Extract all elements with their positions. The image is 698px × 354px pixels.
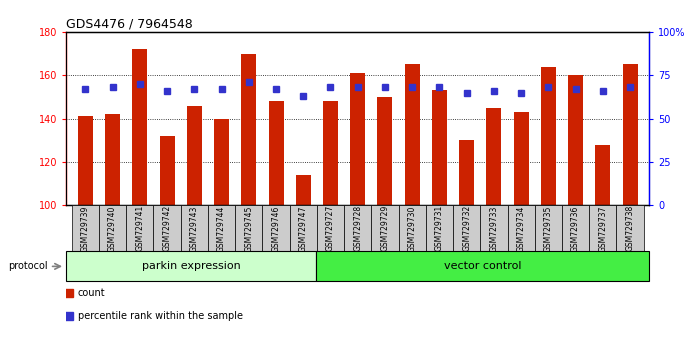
Bar <box>296 175 311 205</box>
Bar <box>541 67 556 205</box>
FancyBboxPatch shape <box>208 205 235 251</box>
FancyBboxPatch shape <box>66 251 316 281</box>
Bar <box>269 101 283 205</box>
FancyBboxPatch shape <box>535 205 562 251</box>
FancyBboxPatch shape <box>453 205 480 251</box>
Text: GSM729737: GSM729737 <box>598 205 607 252</box>
Text: GSM729747: GSM729747 <box>299 205 308 252</box>
Bar <box>350 73 365 205</box>
Bar <box>459 140 474 205</box>
Bar <box>487 108 501 205</box>
Text: GSM729733: GSM729733 <box>489 205 498 252</box>
Text: GSM729743: GSM729743 <box>190 205 199 252</box>
FancyBboxPatch shape <box>235 205 262 251</box>
Text: GSM729736: GSM729736 <box>571 205 580 252</box>
Bar <box>405 64 419 205</box>
Text: GSM729730: GSM729730 <box>408 205 417 252</box>
FancyBboxPatch shape <box>371 205 399 251</box>
Text: vector control: vector control <box>444 261 521 272</box>
FancyBboxPatch shape <box>126 205 154 251</box>
Text: GSM729741: GSM729741 <box>135 205 144 251</box>
FancyBboxPatch shape <box>399 205 426 251</box>
FancyBboxPatch shape <box>562 205 589 251</box>
Text: protocol: protocol <box>8 261 47 272</box>
FancyBboxPatch shape <box>507 205 535 251</box>
Text: GSM729738: GSM729738 <box>625 205 634 251</box>
Bar <box>214 119 229 205</box>
FancyBboxPatch shape <box>344 205 371 251</box>
Text: GSM729746: GSM729746 <box>272 205 281 252</box>
Text: GDS4476 / 7964548: GDS4476 / 7964548 <box>66 18 193 31</box>
Text: GSM729740: GSM729740 <box>108 205 117 252</box>
Text: GSM729742: GSM729742 <box>163 205 172 251</box>
Text: parkin expression: parkin expression <box>142 261 241 272</box>
Text: GSM729734: GSM729734 <box>517 205 526 252</box>
Text: count: count <box>78 288 105 298</box>
Bar <box>160 136 174 205</box>
FancyBboxPatch shape <box>290 205 317 251</box>
FancyBboxPatch shape <box>317 205 344 251</box>
Text: GSM729744: GSM729744 <box>217 205 226 252</box>
Bar <box>105 114 120 205</box>
Bar <box>514 112 528 205</box>
FancyBboxPatch shape <box>262 205 290 251</box>
Bar <box>568 75 583 205</box>
Bar <box>187 105 202 205</box>
Text: GSM729731: GSM729731 <box>435 205 444 251</box>
Text: GSM729732: GSM729732 <box>462 205 471 251</box>
Bar <box>78 116 93 205</box>
Bar <box>323 101 338 205</box>
Bar <box>378 97 392 205</box>
Text: GSM729727: GSM729727 <box>326 205 335 251</box>
Text: GSM729735: GSM729735 <box>544 205 553 252</box>
FancyBboxPatch shape <box>316 251 649 281</box>
Bar <box>242 53 256 205</box>
FancyBboxPatch shape <box>181 205 208 251</box>
Bar <box>623 64 637 205</box>
FancyBboxPatch shape <box>589 205 616 251</box>
FancyBboxPatch shape <box>72 205 99 251</box>
FancyBboxPatch shape <box>480 205 507 251</box>
Bar <box>595 144 610 205</box>
Text: percentile rank within the sample: percentile rank within the sample <box>78 311 243 321</box>
FancyBboxPatch shape <box>616 205 644 251</box>
FancyBboxPatch shape <box>154 205 181 251</box>
Text: GSM729729: GSM729729 <box>380 205 389 251</box>
FancyBboxPatch shape <box>426 205 453 251</box>
Text: GSM729728: GSM729728 <box>353 205 362 251</box>
Bar <box>432 90 447 205</box>
FancyBboxPatch shape <box>99 205 126 251</box>
Text: GSM729739: GSM729739 <box>81 205 90 252</box>
Text: GSM729745: GSM729745 <box>244 205 253 252</box>
Bar <box>133 49 147 205</box>
